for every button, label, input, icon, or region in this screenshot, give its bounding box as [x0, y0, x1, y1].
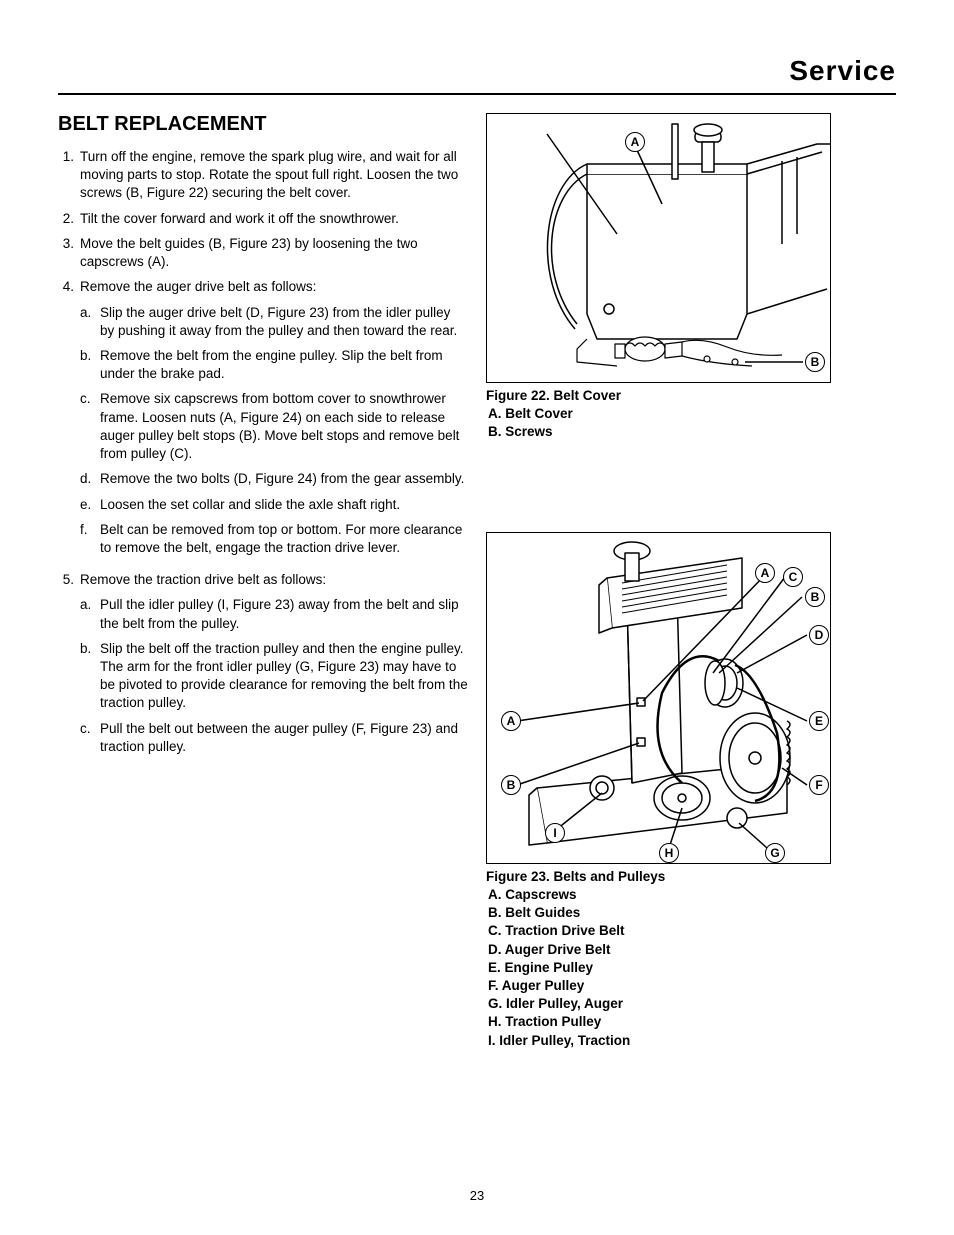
caption-item: A. Capscrews: [486, 886, 886, 904]
caption-item: G. Idler Pulley, Auger: [486, 995, 886, 1013]
step: 1.Turn off the engine, remove the spark …: [58, 148, 468, 203]
substep-text: Pull the idler pulley (I, Figure 23) awa…: [100, 596, 468, 632]
column-left: BELT REPLACEMENT 1.Turn off the engine, …: [58, 113, 468, 1050]
substep: f.Belt can be removed from top or bottom…: [80, 521, 468, 557]
page-header: Service: [58, 55, 896, 95]
figure-label: B: [501, 775, 521, 795]
substep-num: d.: [80, 470, 100, 488]
step: 5. Remove the traction drive belt as fol…: [58, 571, 468, 763]
step-body: Remove the auger drive belt as follows: …: [80, 278, 468, 564]
figure-23-caption: Figure 23. Belts and Pulleys A. Capscrew…: [486, 868, 886, 1050]
step-num: 4.: [58, 278, 80, 564]
step-text: Tilt the cover forward and work it off t…: [80, 210, 468, 228]
caption-item: D. Auger Drive Belt: [486, 941, 886, 959]
step: 4. Remove the auger drive belt as follow…: [58, 278, 468, 564]
substep: e.Loosen the set collar and slide the ax…: [80, 496, 468, 514]
content-columns: BELT REPLACEMENT 1.Turn off the engine, …: [58, 113, 896, 1050]
substep-num: b.: [80, 640, 100, 713]
step-num: 5.: [58, 571, 80, 763]
caption-title: Figure 23. Belts and Pulleys: [486, 868, 886, 886]
figure-label: B: [805, 587, 825, 607]
figure-label: G: [765, 843, 785, 863]
figure-label: I: [545, 823, 565, 843]
caption-item: B. Belt Guides: [486, 904, 886, 922]
step-num: 3.: [58, 235, 80, 271]
substep-text: Belt can be removed from top or bottom. …: [100, 521, 468, 557]
figure-22-box: A B: [486, 113, 831, 383]
substep-num: a.: [80, 304, 100, 340]
caption-item: A. Belt Cover: [486, 405, 886, 423]
substep-num: b.: [80, 347, 100, 383]
step: 3.Move the belt guides (B, Figure 23) by…: [58, 235, 468, 271]
step-text: Remove the traction drive belt as follow…: [80, 572, 326, 587]
substep: c.Pull the belt out between the auger pu…: [80, 720, 468, 756]
section-title: BELT REPLACEMENT: [58, 113, 468, 136]
caption-item: E. Engine Pulley: [486, 959, 886, 977]
step-num: 2.: [58, 210, 80, 228]
substep-text: Remove six capscrews from bottom cover t…: [100, 390, 468, 463]
caption-item: I. Idler Pulley, Traction: [486, 1032, 886, 1050]
caption-item: H. Traction Pulley: [486, 1013, 886, 1031]
page: Service BELT REPLACEMENT 1.Turn off the …: [0, 0, 954, 1050]
substep-num: e.: [80, 496, 100, 514]
substep: d.Remove the two bolts (D, Figure 24) fr…: [80, 470, 468, 488]
substep-text: Loosen the set collar and slide the axle…: [100, 496, 468, 514]
figure-label: D: [809, 625, 829, 645]
column-right: A B Figure 22. Belt Cover A. Belt Cover …: [486, 113, 886, 1050]
figure-label: A: [501, 711, 521, 731]
caption-title: Figure 22. Belt Cover: [486, 387, 886, 405]
figure-22-caption: Figure 22. Belt Cover A. Belt Cover B. S…: [486, 387, 886, 442]
substep: b.Slip the belt off the traction pulley …: [80, 640, 468, 713]
substep-num: a.: [80, 596, 100, 632]
substep: a.Pull the idler pulley (I, Figure 23) a…: [80, 596, 468, 632]
step-num: 1.: [58, 148, 80, 203]
substep-text: Remove the two bolts (D, Figure 24) from…: [100, 470, 468, 488]
substep-num: c.: [80, 390, 100, 463]
substep: a.Slip the auger drive belt (D, Figure 2…: [80, 304, 468, 340]
substep-num: f.: [80, 521, 100, 557]
figure-label: H: [659, 843, 679, 863]
substep: c.Remove six capscrews from bottom cover…: [80, 390, 468, 463]
caption-item: B. Screws: [486, 423, 886, 441]
figure-23-box: A C B D A E B F I H G: [486, 532, 831, 864]
caption-item: C. Traction Drive Belt: [486, 922, 886, 940]
step-text: Turn off the engine, remove the spark pl…: [80, 148, 468, 203]
figure-label: F: [809, 775, 829, 795]
substep-text: Slip the auger drive belt (D, Figure 23)…: [100, 304, 468, 340]
step: 2.Tilt the cover forward and work it off…: [58, 210, 468, 228]
figure-label: A: [755, 563, 775, 583]
header-title: Service: [789, 55, 896, 86]
figure-label: A: [625, 132, 645, 152]
figure-22-illustration: [487, 114, 831, 383]
substeps: a.Slip the auger drive belt (D, Figure 2…: [80, 304, 468, 558]
figure-label: B: [805, 352, 825, 372]
step-text: Move the belt guides (B, Figure 23) by l…: [80, 235, 468, 271]
substeps: a.Pull the idler pulley (I, Figure 23) a…: [80, 596, 468, 756]
figure-label: E: [809, 711, 829, 731]
substep: b.Remove the belt from the engine pulley…: [80, 347, 468, 383]
step-text: Remove the auger drive belt as follows:: [80, 279, 316, 294]
substep-text: Slip the belt off the traction pulley an…: [100, 640, 468, 713]
substep-text: Pull the belt out between the auger pull…: [100, 720, 468, 756]
caption-item: F. Auger Pulley: [486, 977, 886, 995]
page-number: 23: [0, 1188, 954, 1203]
figure-label: C: [783, 567, 803, 587]
substep-num: c.: [80, 720, 100, 756]
step-body: Remove the traction drive belt as follow…: [80, 571, 468, 763]
figure-23-illustration: [487, 533, 831, 864]
steps-list: 1.Turn off the engine, remove the spark …: [58, 148, 468, 763]
substep-text: Remove the belt from the engine pulley. …: [100, 347, 468, 383]
